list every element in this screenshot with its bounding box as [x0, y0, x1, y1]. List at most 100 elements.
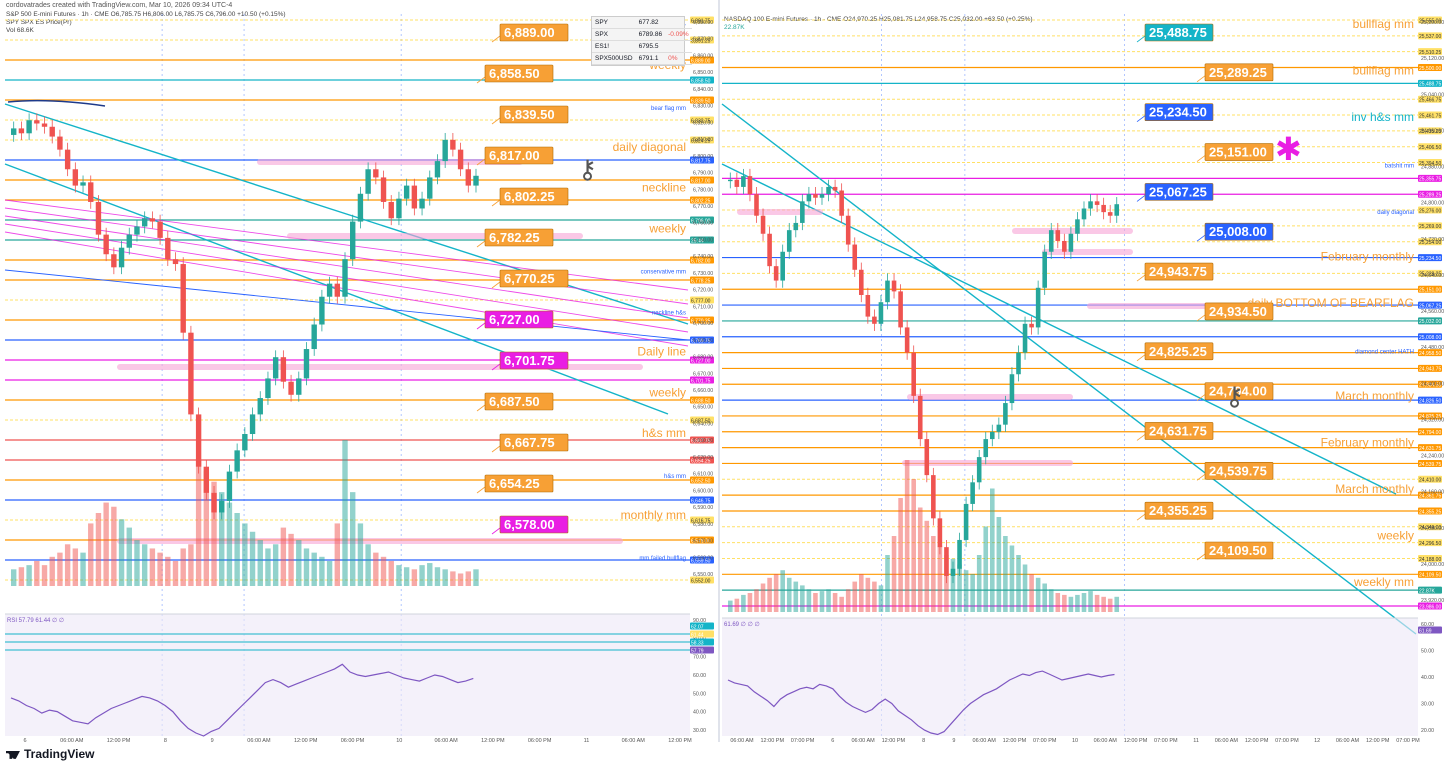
axis-tick-label: 6,650.00: [693, 405, 713, 411]
time-tick-label: 06:00 AM: [973, 738, 997, 742]
volume-bar: [64, 544, 71, 586]
time-tick-label: 06:00 AM: [851, 738, 875, 742]
volume-bar: [1042, 583, 1047, 612]
price-label-box: [1144, 23, 1214, 42]
rsi-tick-label: 90.00: [693, 618, 706, 624]
rsi-tick-label: 40.00: [1421, 675, 1434, 681]
rsi-tick-label: 50.00: [693, 691, 706, 697]
candle-body: [334, 283, 340, 297]
quote-row[interactable]: SPX500USD 6791.1 0%: [592, 52, 692, 65]
price-label-leader: [476, 322, 486, 330]
candle-body: [380, 177, 387, 202]
axis-tick-label: 24,400.00: [1421, 381, 1444, 387]
price-label-box: [1204, 382, 1274, 400]
volume-bar: [806, 589, 812, 612]
candle-body: [793, 222, 799, 231]
line-note: conservative mm: [641, 270, 686, 276]
axis-price-tag-text: 24,355.25: [1419, 509, 1441, 515]
price-label-leader: [1196, 553, 1206, 561]
price-label-box: [484, 228, 554, 247]
price-label-box: [1204, 302, 1274, 321]
axis-price-tag: [690, 396, 714, 404]
axis-price-tag-text: 25,394.50: [1419, 161, 1441, 167]
price-label-text: 6,701.75: [504, 353, 555, 368]
key-icon: ⚷: [578, 154, 597, 184]
price-label-text: 25,151.00: [1209, 145, 1267, 160]
axis-tick-label: 24,000.00: [1421, 562, 1444, 568]
axis-price-tag-text: 6,817.00: [691, 178, 711, 184]
rsi-tag-text: 58.33: [691, 640, 704, 646]
axis-price-tag-text: 24,943.75: [1419, 367, 1441, 373]
axis-price-tag: [1418, 475, 1442, 483]
axis-price-tag: [690, 296, 714, 304]
axis-price-tag: [690, 256, 714, 264]
candle-body: [26, 120, 32, 134]
candle-body: [272, 357, 279, 379]
volume-bar: [878, 585, 884, 612]
volume-bar: [226, 502, 233, 586]
volume-bar: [34, 560, 40, 586]
volume-bar: [111, 506, 117, 586]
axis-price-tag: [1418, 507, 1442, 515]
time-tick-label: 06:00 AM: [60, 738, 84, 742]
time-tick-label: 11: [1193, 738, 1199, 742]
rsi-tick-label: 40.00: [693, 710, 706, 716]
axis-price-tag: [690, 576, 714, 584]
price-label-text: 24,794.00: [1209, 384, 1267, 399]
time-tick-label: 06:00 AM: [247, 738, 271, 742]
axis-price-tag: [690, 536, 714, 544]
price-label-box: [1204, 63, 1274, 82]
candle-body: [419, 198, 425, 209]
price-label-leader: [1136, 195, 1146, 202]
price-label-leader: [491, 281, 501, 289]
candle-body: [165, 237, 171, 260]
dual-chart-canvas[interactable]: 6,891.75 6,891.25 6,889.00 6,858.50 6,839.50…: [0, 0, 1456, 742]
axis-price-tag-text: 24,826.50: [1419, 398, 1441, 404]
price-label-leader: [1196, 394, 1206, 401]
quote-row[interactable]: SPY 677.82: [592, 17, 692, 29]
pane-divider[interactable]: [718, 0, 720, 742]
volume-bar: [411, 569, 418, 586]
volume-bar: [203, 471, 210, 586]
axis-tick-label: 6,620.00: [693, 455, 713, 461]
price-label-text: 24,825.25: [1149, 344, 1207, 359]
volume-bar: [839, 596, 844, 612]
axis-tick-label: 6,830.00: [693, 104, 713, 110]
time-tick-label: 07:00 PM: [1033, 738, 1057, 742]
time-tick-label: 12:00 PM: [668, 738, 692, 742]
rsi-tag: [1418, 626, 1442, 634]
volume-bar: [257, 540, 263, 586]
volume-bar: [760, 583, 766, 612]
volume-bar: [350, 492, 356, 586]
rsi-tick-label: 30.00: [1421, 702, 1434, 708]
quote-change: [665, 17, 692, 29]
axis-price-tag-text: 24,539.75: [1419, 462, 1441, 468]
candle-body: [806, 194, 812, 202]
candle-body: [465, 169, 471, 186]
price-label-text: 6,802.25: [504, 189, 555, 204]
axis-tick-label: 6,640.00: [693, 421, 713, 427]
volume-bar: [813, 593, 818, 612]
candle-body: [898, 291, 903, 328]
price-label-text: 24,934.50: [1209, 304, 1267, 319]
time-tick-label: 06:00 PM: [341, 738, 365, 742]
axis-price-tag: [690, 276, 714, 284]
candle-body: [303, 349, 310, 379]
volume-bar: [403, 567, 410, 586]
right-volume-line: 22.87K: [724, 24, 745, 31]
quote-symbol: ES1!: [592, 40, 636, 53]
volume-bar: [211, 481, 217, 586]
candle-body: [172, 259, 179, 265]
volume-bar: [1022, 564, 1028, 612]
volume-bar: [188, 544, 194, 586]
axis-price-tag: [1418, 174, 1442, 182]
price-label-leader: [476, 404, 486, 412]
axis-price-tag-text: 25,415.25: [1419, 129, 1441, 135]
axis-tick-label: 6,850.00: [693, 70, 713, 76]
quote-row[interactable]: ES1! 6795.5: [592, 40, 692, 53]
candle-body: [845, 215, 851, 245]
axis-price-tag: [1418, 602, 1442, 610]
axis-price-tag: [690, 156, 714, 164]
quote-row[interactable]: SPX 6789.86 -0.09%: [592, 28, 692, 41]
candle-body: [878, 302, 884, 324]
